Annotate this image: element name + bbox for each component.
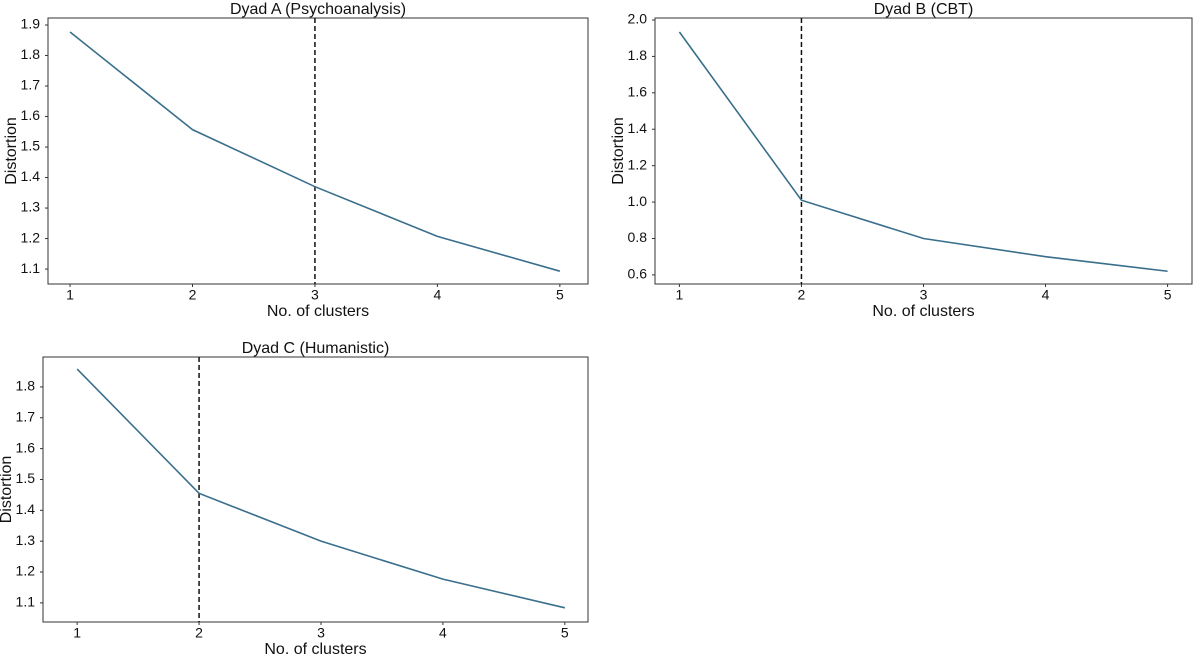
plot-frame bbox=[47, 17, 589, 285]
y-tick-label: 1.1 bbox=[21, 260, 41, 276]
x-tick-label: 3 bbox=[317, 625, 325, 641]
y-tick-label: 1.0 bbox=[628, 193, 648, 209]
plot-frame bbox=[654, 17, 1193, 285]
x-tick-label: 2 bbox=[189, 287, 197, 303]
y-tick-label: 1.4 bbox=[628, 120, 648, 136]
y-tick-label: 1.2 bbox=[21, 229, 41, 245]
x-tick-label: 1 bbox=[66, 287, 74, 303]
y-tick-label: 1.8 bbox=[21, 46, 41, 62]
y-tick-label: 1.6 bbox=[21, 107, 41, 123]
x-tick-label: 3 bbox=[311, 287, 319, 303]
x-tick-label: 4 bbox=[1042, 287, 1050, 303]
axis-label: Distortion bbox=[0, 456, 15, 524]
plot-frame bbox=[42, 356, 589, 623]
axis-label: No. of clusters bbox=[267, 303, 369, 320]
distortion-line bbox=[678, 31, 1168, 273]
y-tick-label: 0.6 bbox=[628, 266, 648, 282]
x-tick-label: 4 bbox=[433, 287, 441, 303]
y-tick-label: 1.3 bbox=[16, 532, 36, 548]
title: Dyad B (CBT) bbox=[874, 1, 974, 18]
axis-label: Distortion bbox=[3, 117, 20, 185]
y-tick-label: 1.7 bbox=[16, 408, 36, 424]
y-tick-label: 2.0 bbox=[628, 11, 648, 27]
x-tick-label: 5 bbox=[1164, 287, 1172, 303]
x-tick-label: 2 bbox=[195, 625, 203, 641]
x-tick-label: 2 bbox=[798, 287, 806, 303]
y-tick-label: 1.9 bbox=[21, 16, 41, 32]
distortion-line bbox=[69, 31, 561, 272]
y-tick-label: 1.2 bbox=[628, 156, 648, 172]
axis-label: No. of clusters bbox=[264, 641, 366, 658]
y-tick-label: 1.8 bbox=[16, 378, 36, 394]
y-tick-label: 1.2 bbox=[16, 563, 36, 579]
y-tick-label: 1.6 bbox=[16, 439, 36, 455]
x-tick-label: 5 bbox=[561, 625, 569, 641]
distortion-line bbox=[76, 368, 566, 609]
title: Dyad C (Humanistic) bbox=[242, 340, 390, 357]
y-tick-label: 1.8 bbox=[628, 47, 648, 63]
axis-label: No. of clusters bbox=[872, 303, 974, 320]
x-tick-label: 4 bbox=[439, 625, 447, 641]
y-tick-label: 1.3 bbox=[21, 199, 41, 215]
y-tick-label: 1.6 bbox=[628, 84, 648, 100]
x-tick-label: 1 bbox=[676, 287, 684, 303]
title: Dyad A (Psychoanalysis) bbox=[230, 1, 406, 18]
y-tick-label: 1.4 bbox=[16, 501, 36, 517]
x-tick-label: 3 bbox=[920, 287, 928, 303]
y-tick-label: 0.8 bbox=[628, 229, 648, 245]
x-tick-label: 1 bbox=[73, 625, 81, 641]
y-tick-label: 1.7 bbox=[21, 77, 41, 93]
axis-label: Distortion bbox=[610, 117, 627, 185]
x-tick-label: 5 bbox=[556, 287, 564, 303]
y-tick-label: 1.4 bbox=[21, 168, 41, 184]
y-tick-label: 1.5 bbox=[21, 138, 41, 154]
y-tick-label: 1.1 bbox=[16, 594, 36, 610]
y-tick-label: 1.5 bbox=[16, 470, 36, 486]
